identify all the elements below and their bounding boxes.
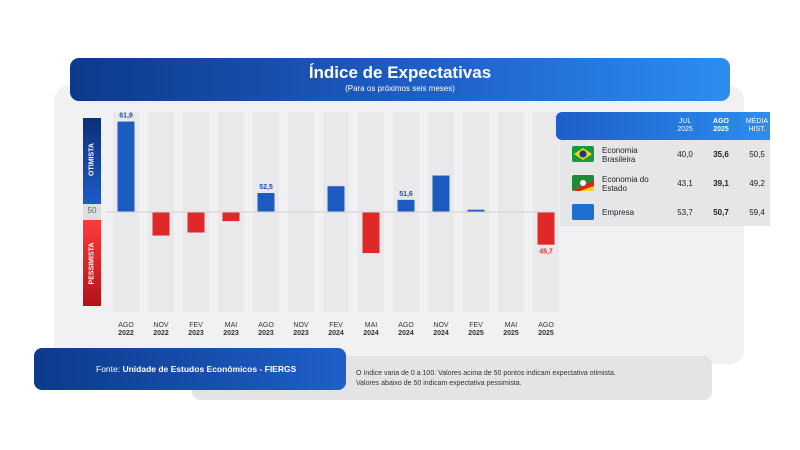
note-line-2: Valores abaixo de 50 indicam expectativa… — [356, 380, 522, 387]
data-label: 52,5 — [259, 184, 273, 191]
tick-label: FEV — [469, 322, 483, 329]
row-label-line1: Economia do — [602, 175, 649, 184]
table-row: Economia Brasileira 40,0 35,6 50,5 — [560, 140, 770, 168]
tick-label: 2025 — [468, 330, 484, 337]
tick-label: MAI — [365, 322, 378, 329]
tick-label: AGO — [398, 322, 414, 329]
cell-jul: 53,7 — [677, 208, 693, 217]
tick-label: 2024 — [433, 330, 449, 337]
data-label: 45,7 — [539, 249, 553, 256]
tick-label: NOV — [433, 322, 449, 329]
bar — [397, 199, 415, 212]
tick-label: NOV — [293, 322, 309, 329]
chart-subtitle: (Para os próximos seis meses) — [345, 84, 455, 93]
tick-label: 2024 — [398, 330, 414, 337]
tick-label: MAI — [505, 322, 518, 329]
cell-media: 49,2 — [749, 179, 765, 188]
bar — [117, 121, 135, 212]
cell-ago: 50,7 — [713, 208, 729, 217]
bar — [257, 193, 275, 212]
neutral-band — [83, 204, 101, 220]
tick-label: AGO — [538, 322, 554, 329]
tick-label: 2024 — [328, 330, 344, 337]
col-header-ago: AGO 2025 — [713, 118, 729, 133]
row-label-line2: Estado — [602, 184, 627, 193]
tick-label: NOV — [153, 322, 169, 329]
cell-jul: 40,0 — [677, 150, 693, 159]
brazil-flag-icon — [572, 146, 594, 162]
tick-label: 2024 — [363, 330, 379, 337]
cell-ago: 39,1 — [713, 179, 729, 188]
rio-grande-do-sul-flag-icon — [572, 175, 594, 191]
row-label-line1: Economia — [602, 146, 638, 155]
bar — [152, 212, 170, 236]
tick-label: 2023 — [223, 330, 239, 337]
note-line-1: O índice varia de 0 a 100. Valores acima… — [356, 370, 616, 377]
cell-ago: 35,6 — [713, 150, 729, 159]
source-name: Unidade de Estudos Econômicos - FIERGS — [122, 364, 297, 374]
baseline-label: 50 — [87, 206, 97, 215]
tick-label: 2025 — [503, 330, 519, 337]
tick-label: AGO — [118, 322, 134, 329]
bar — [537, 212, 555, 245]
table-row: Economia do Estado 43,1 39,1 49,2 — [560, 169, 770, 197]
expectations-table: Economia Brasileira 40,0 35,6 50,5 Econom… — [560, 140, 770, 226]
cell-jul: 43,1 — [677, 179, 693, 188]
col-header-media: MÉDIA HIST. — [745, 118, 769, 133]
table-header: JUL 2025 AGO 2025 MÉDIA HIST. — [556, 112, 770, 140]
tick-label: 2023 — [258, 330, 274, 337]
tick-label: 2023 — [293, 330, 309, 337]
chart-title: Índice de Expectativas — [308, 63, 492, 82]
bar — [222, 212, 240, 222]
blue-square-icon — [572, 204, 594, 220]
tick-label: 2025 — [538, 330, 554, 337]
tick-label: 2022 — [153, 330, 169, 337]
data-label: 51,6 — [399, 191, 413, 198]
optimist-band — [83, 118, 101, 204]
bar — [187, 212, 205, 233]
row-label-line1: Empresa — [602, 208, 635, 217]
cell-media: 59,4 — [749, 208, 765, 217]
pessimist-band — [83, 220, 101, 306]
col-header-jul: JUL 2025 — [677, 118, 693, 133]
tick-label: 2022 — [118, 330, 134, 337]
bar — [467, 209, 485, 212]
bar — [432, 175, 450, 212]
tick-label: FEV — [189, 322, 203, 329]
title-banner: Índice de Expectativas (Para os próximos… — [70, 58, 730, 101]
bar — [327, 186, 345, 212]
sentiment-axis-bar: OTIMISTA PESSIMISTA — [83, 118, 101, 306]
row-label-line2: Brasileira — [602, 155, 636, 164]
data-label: 61,9 — [119, 113, 133, 120]
bar — [362, 212, 380, 254]
tick-label: MAI — [225, 322, 238, 329]
cell-media: 50,5 — [749, 150, 765, 159]
source-prefix: Fonte: — [96, 364, 123, 374]
table-row: Empresa 53,7 50,7 59,4 — [560, 198, 770, 226]
source-banner: Fonte: Unidade de Estudos Econômicos - F… — [34, 348, 346, 390]
tick-label: FEV — [329, 322, 343, 329]
tick-label: AGO — [258, 322, 274, 329]
tick-label: 2023 — [188, 330, 204, 337]
